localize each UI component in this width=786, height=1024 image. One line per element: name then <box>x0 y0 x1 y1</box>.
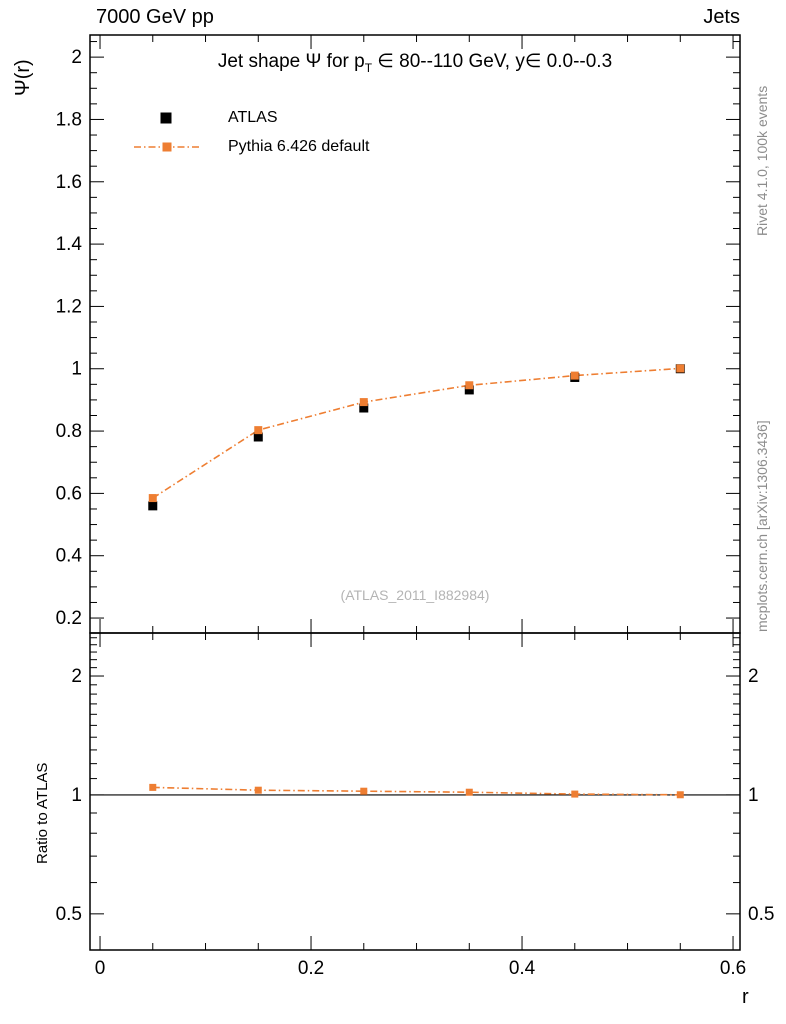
tick-label: 0.5 <box>748 904 774 925</box>
ratio-marker <box>571 790 579 798</box>
ratio-line <box>152 786 681 796</box>
pythia-data-marker <box>148 494 157 503</box>
tick-label: 2 <box>71 666 82 687</box>
mcplots-arxiv-note: mcplots.cern.ch [arXiv:1306.3436] <box>754 420 770 632</box>
tick-label: 1 <box>71 785 82 806</box>
tick-label: 0.6 <box>720 958 746 979</box>
pythia-data-marker <box>570 371 579 380</box>
legend-label-pythia: Pythia 6.426 default <box>228 138 370 155</box>
pythia-data-marker <box>676 364 685 373</box>
pythia-line <box>152 367 681 499</box>
atlas-data-marker <box>253 432 263 442</box>
tick-label: 1.4 <box>56 234 83 255</box>
tick-label: 1 <box>71 359 82 380</box>
tick-label: 1 <box>748 785 759 806</box>
rivet-version-note: Rivet 4.1.0, 100k events <box>754 85 770 236</box>
plot-title-subscript: T <box>364 60 373 75</box>
tick-label: 0.4 <box>56 546 83 567</box>
analysis-id-watermark: (ATLAS_2011_I882984) <box>340 587 490 603</box>
legend-marker-pythia <box>162 142 172 152</box>
tick-label: 0.4 <box>509 958 536 979</box>
ratio-panel-frame <box>89 632 741 951</box>
ratio-marker <box>254 786 262 794</box>
plot-title: Jet shape Ψ for pT ∈ 80--110 GeV, y∈ 0.0… <box>90 50 740 75</box>
tick-label: 1.8 <box>56 109 82 130</box>
tick-label: 0.6 <box>56 483 82 504</box>
beam-energy-label: 7000 GeV pp <box>96 6 214 28</box>
pythia-data-marker <box>465 381 474 390</box>
pythia-data-marker <box>359 398 368 407</box>
plot-geometry: 0 0.2 0.4 0.6 0.2 0.4 0.6 0.8 1 1.2 1.4 1.6 1.8 2 0.5 0… <box>56 34 774 979</box>
tick-label: 0.8 <box>56 421 82 442</box>
atlas-data-marker <box>464 385 474 395</box>
main-panel-frame <box>89 34 741 634</box>
tick-label: 0.5 <box>56 904 82 925</box>
pythia-data-marker <box>254 426 263 435</box>
y-axis-label-main: Ψ(r) <box>12 59 34 96</box>
atlas-data-marker <box>148 501 158 511</box>
tick-label: 0.2 <box>56 608 82 629</box>
ratio-marker <box>676 791 684 799</box>
tick-label: 1.2 <box>56 296 82 317</box>
y-axis-label-ratio: Ratio to ATLAS <box>34 762 51 864</box>
tick-label: 0.2 <box>298 958 324 979</box>
legend-marker-atlas <box>160 112 172 124</box>
atlas-data-marker <box>359 403 369 413</box>
tick-label: 0 <box>95 958 106 979</box>
tick-label: 2 <box>748 666 759 687</box>
tick-label: 2 <box>71 47 82 68</box>
ratio-marker <box>360 787 368 795</box>
plot-title-pre: Jet shape Ψ for p <box>217 51 365 72</box>
ratio-marker <box>149 783 157 791</box>
tick-label: 1.6 <box>56 172 82 193</box>
legend-label-atlas: ATLAS <box>228 109 278 126</box>
x-axis-label: r <box>742 986 749 1008</box>
analysis-group-label: Jets <box>703 6 740 28</box>
ratio-marker <box>465 788 473 796</box>
plot-title-post: ∈ 80--110 GeV, y∈ 0.0--0.3 <box>372 51 613 72</box>
